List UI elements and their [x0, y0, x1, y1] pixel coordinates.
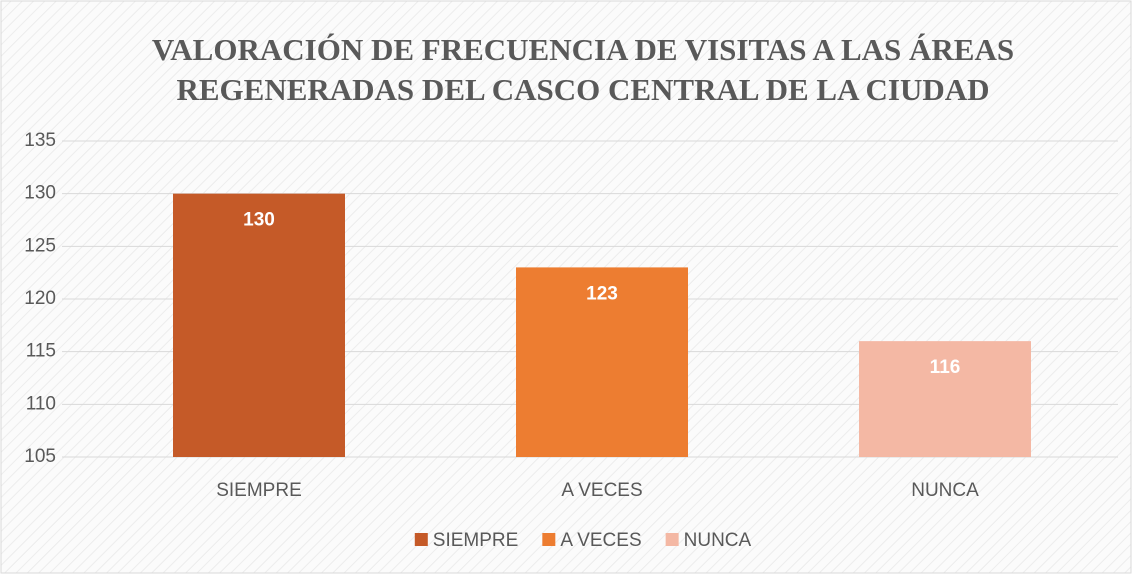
- bar: [859, 341, 1031, 457]
- x-tick-label: SIEMPRE: [216, 480, 302, 501]
- y-tick-label: 120: [24, 288, 56, 309]
- x-tick-label: A VECES: [561, 480, 642, 501]
- legend-swatch: [665, 533, 679, 546]
- data-label: 130: [243, 210, 275, 231]
- y-tick-label: 115: [26, 341, 56, 362]
- y-tick-label: 105: [24, 446, 56, 467]
- chart-title: VALORACIÓN DE FRECUENCIA DE VISITAS A LA…: [152, 32, 1014, 67]
- legend-label: SIEMPRE: [433, 530, 519, 551]
- legend-label: A VECES: [560, 530, 641, 551]
- y-tick-label: 110: [26, 393, 56, 414]
- legend-label: NUNCA: [684, 530, 752, 551]
- data-label: 116: [930, 357, 961, 378]
- bar: [173, 193, 345, 457]
- y-tick-label: 125: [24, 235, 56, 256]
- y-tick-label: 135: [24, 130, 56, 151]
- legend-swatch: [414, 533, 428, 546]
- legend-swatch: [542, 533, 556, 546]
- chart-title: REGENERADAS DEL CASCO CENTRAL DE LA CIUD…: [176, 72, 989, 107]
- bar: [516, 267, 688, 457]
- y-tick-label: 130: [24, 183, 56, 204]
- x-tick-label: NUNCA: [911, 480, 979, 501]
- data-label: 123: [586, 283, 618, 304]
